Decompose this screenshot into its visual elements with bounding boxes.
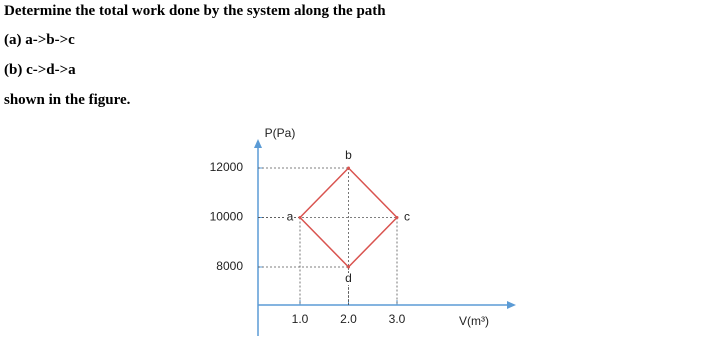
point bbox=[347, 265, 350, 269]
path-edge bbox=[347, 167, 398, 219]
x-tick-label: 3.0 bbox=[389, 312, 406, 326]
point-label-bg bbox=[344, 150, 353, 162]
point bbox=[298, 216, 302, 219]
point-label: a bbox=[287, 210, 294, 224]
point-label: d bbox=[345, 271, 352, 285]
x-arrow bbox=[507, 301, 516, 309]
y-tick-label: 8000 bbox=[216, 259, 243, 273]
x-axis-label: V(m³) bbox=[459, 314, 489, 328]
question-line: Determine the total work done by the sys… bbox=[4, 3, 386, 19]
point-label-bg bbox=[344, 273, 353, 285]
x-tick-label: 1.0 bbox=[292, 312, 309, 326]
point-label: b bbox=[345, 148, 352, 162]
path-edge bbox=[299, 216, 350, 268]
y-arrow bbox=[254, 139, 262, 148]
y-tick-label: 10000 bbox=[210, 210, 244, 224]
x-tick-label: 2.0 bbox=[340, 312, 357, 326]
question-line: (b) c->d->a bbox=[4, 62, 76, 78]
point bbox=[395, 216, 399, 219]
point-label-bg bbox=[286, 211, 294, 224]
question-line: shown in the figure. bbox=[4, 92, 131, 108]
y-axis-label: P(Pa) bbox=[265, 126, 296, 140]
path-edge bbox=[347, 216, 398, 268]
point bbox=[347, 166, 350, 170]
point-label: c bbox=[404, 210, 410, 224]
point-label-bg bbox=[403, 211, 411, 224]
path-edge bbox=[299, 167, 350, 219]
y-tick-label: 12000 bbox=[210, 160, 244, 174]
question-line: (a) a->b->c bbox=[4, 32, 75, 48]
